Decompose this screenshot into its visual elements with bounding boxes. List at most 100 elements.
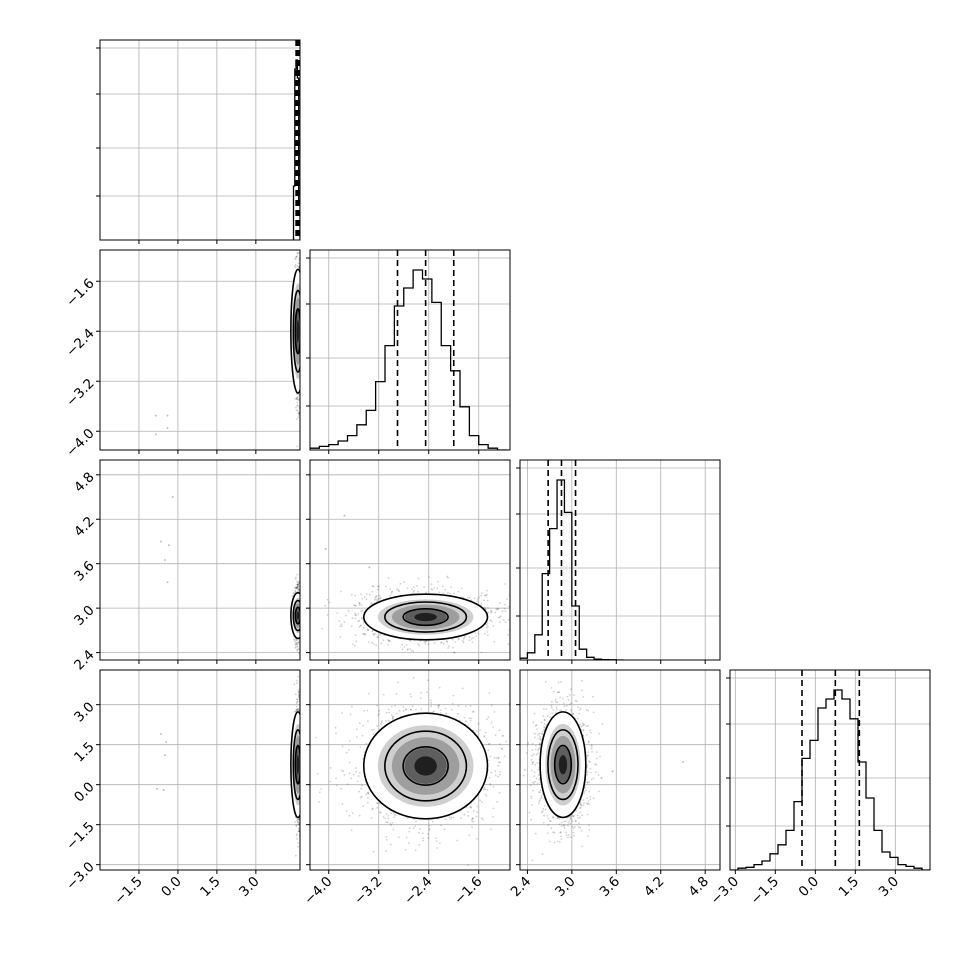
sample-point — [351, 829, 353, 831]
sample-point — [386, 821, 388, 823]
sample-point — [387, 644, 389, 646]
sample-point — [358, 775, 360, 777]
sample-point — [367, 797, 369, 799]
sample-point — [300, 765, 302, 767]
sample-point — [504, 583, 506, 585]
sample-point — [480, 595, 482, 597]
sample-point — [360, 593, 362, 595]
sample-point — [296, 402, 298, 404]
sample-point — [423, 586, 425, 588]
outlier-point — [343, 515, 345, 517]
sample-point — [362, 598, 364, 600]
sample-point — [300, 359, 302, 361]
sample-point — [418, 832, 420, 834]
sample-point — [458, 705, 460, 707]
sample-point — [300, 615, 302, 617]
sample-point — [420, 692, 422, 694]
sample-point — [521, 763, 523, 765]
sample-point — [373, 643, 375, 645]
sample-point — [499, 792, 501, 794]
sample-point — [300, 786, 302, 788]
sample-point — [366, 593, 368, 595]
sample-point — [481, 592, 483, 594]
sample-point — [296, 238, 298, 240]
sample-point — [297, 846, 299, 848]
sample-point — [296, 252, 298, 254]
histogram-panel-2 — [516, 460, 720, 660]
sample-point — [413, 666, 415, 668]
sample-point — [298, 642, 300, 644]
sample-point — [355, 641, 357, 643]
sample-point — [300, 614, 302, 616]
scatter-panel-0-1 — [100, 189, 305, 450]
sample-point — [411, 650, 413, 652]
sample-point — [355, 662, 357, 664]
sample-point — [504, 604, 506, 606]
sample-point — [302, 587, 304, 589]
sample-point — [377, 586, 379, 588]
sample-point — [513, 626, 515, 628]
sample-point — [486, 624, 488, 626]
sample-point — [488, 749, 490, 751]
sample-point — [409, 827, 411, 829]
sample-point — [385, 850, 387, 852]
scatter-panel-1-2 — [306, 460, 543, 664]
histogram-panel-0 — [96, 40, 300, 240]
sample-point — [485, 732, 487, 734]
sample-point — [340, 636, 342, 638]
sample-point — [489, 692, 491, 694]
sample-point — [467, 811, 469, 813]
sample-point — [521, 606, 523, 608]
sample-point — [473, 637, 475, 639]
sample-point — [295, 407, 297, 409]
sample-point — [488, 716, 490, 718]
sample-point — [465, 720, 467, 722]
sample-point — [409, 648, 411, 650]
sample-point — [360, 625, 362, 627]
sample-point — [296, 835, 298, 837]
sample-point — [375, 644, 377, 646]
panel-frame — [100, 40, 300, 240]
sample-point — [395, 814, 397, 816]
sample-point — [377, 637, 379, 639]
sample-point — [499, 602, 501, 604]
sample-point — [294, 398, 296, 400]
sample-point — [464, 717, 466, 719]
sample-point — [438, 707, 440, 709]
sample-point — [361, 784, 363, 786]
sample-point — [366, 598, 368, 600]
sample-point — [354, 618, 356, 620]
sample-point — [301, 804, 303, 806]
outlier-point — [160, 541, 162, 543]
sample-point — [402, 648, 404, 650]
sample-point — [445, 818, 447, 820]
sample-point — [296, 682, 298, 684]
sample-point — [359, 604, 361, 606]
sample-point — [498, 617, 500, 619]
sample-point — [499, 729, 501, 731]
sample-point — [428, 643, 430, 645]
sample-point — [304, 736, 306, 738]
density-level-4 — [297, 755, 300, 774]
sample-point — [298, 819, 300, 821]
sample-point — [406, 644, 408, 646]
sample-point — [388, 712, 390, 714]
sample-point — [418, 644, 420, 646]
sample-point — [410, 709, 412, 711]
sample-point — [446, 641, 448, 643]
sample-point — [368, 641, 370, 643]
sample-point — [297, 708, 299, 710]
sample-point — [477, 598, 479, 600]
sample-point — [295, 647, 297, 649]
sample-point — [359, 722, 361, 724]
sample-point — [410, 693, 412, 695]
sample-point — [345, 615, 347, 617]
sample-point — [506, 598, 508, 600]
sample-point — [379, 598, 381, 600]
sample-point — [301, 609, 303, 611]
sample-point — [447, 592, 449, 594]
sample-point — [302, 358, 304, 360]
scatter-panel-0-2 — [100, 460, 305, 660]
sample-point — [301, 779, 303, 781]
sample-point — [392, 822, 394, 824]
